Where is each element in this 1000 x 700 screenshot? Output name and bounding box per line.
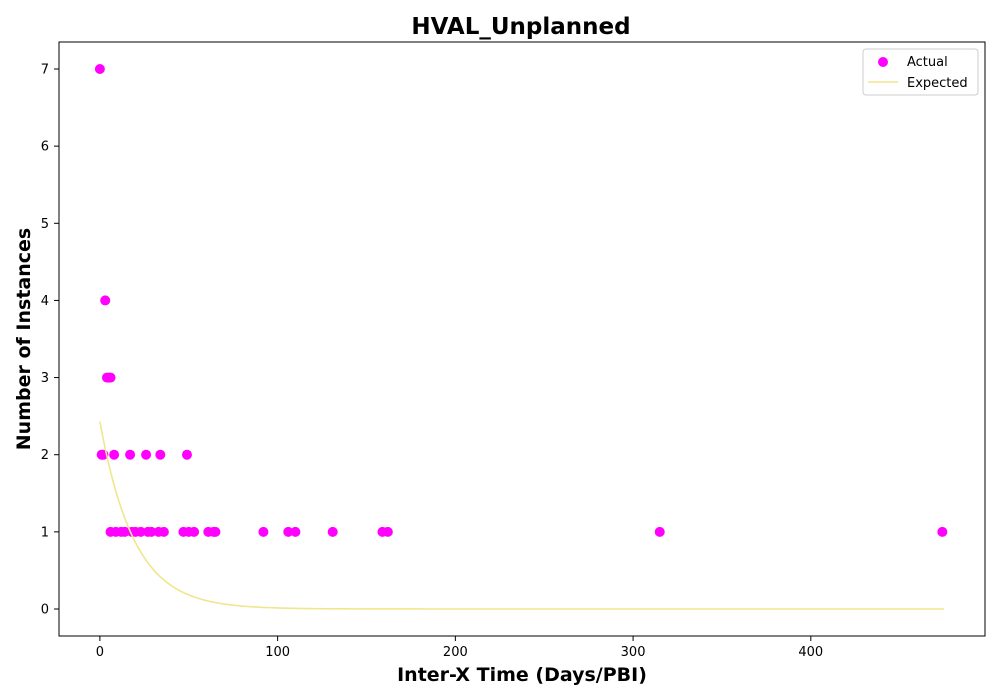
- actual-point: [119, 526, 130, 537]
- actual-point: [94, 64, 105, 74]
- actual-point: [158, 526, 169, 537]
- actual-point: [146, 526, 157, 537]
- actual-point: [290, 526, 301, 537]
- actual-point: [382, 526, 393, 537]
- x-tick-label: 100: [265, 645, 290, 660]
- y-tick-label: 6: [41, 140, 49, 155]
- y-tick-label: 7: [41, 63, 49, 78]
- chart-title: HVAL_Unplanned: [411, 14, 630, 40]
- actual-point: [283, 526, 294, 537]
- actual-point: [654, 526, 665, 537]
- expected-line: [99, 421, 945, 610]
- legend-actual-label: Actual: [907, 55, 948, 70]
- legend-box: [862, 48, 979, 96]
- actual-point: [141, 449, 152, 460]
- y-tick-label: 4: [41, 294, 49, 309]
- actual-point: [155, 449, 166, 460]
- actual-point: [258, 526, 269, 537]
- actual-point: [327, 526, 338, 537]
- actual-point: [210, 526, 221, 537]
- actual-point: [135, 526, 146, 537]
- x-tick-label: 200: [443, 645, 468, 660]
- y-tick-label: 0: [41, 603, 49, 618]
- y-tick-label: 1: [41, 525, 49, 540]
- x-tick-label: 300: [621, 645, 646, 660]
- y-tick-label: 3: [41, 371, 49, 386]
- actual-point: [109, 449, 120, 460]
- y-axis-label: Number of Instances: [13, 228, 35, 450]
- plot-area: [94, 64, 948, 610]
- x-tick-label: 0: [96, 645, 104, 660]
- legend-actual-marker: [878, 57, 888, 67]
- y-tick-label: 5: [41, 217, 49, 232]
- x-tick-label: 400: [798, 645, 823, 660]
- actual-point: [181, 449, 192, 460]
- actual-point: [100, 295, 111, 306]
- actual-point: [937, 526, 948, 537]
- actual-point: [189, 526, 200, 537]
- actual-point: [125, 449, 136, 460]
- y-tick-label: 2: [41, 448, 49, 463]
- actual-point: [105, 372, 116, 383]
- legend-expected-label: Expected: [907, 76, 968, 91]
- axes: 0 100 200 300 400 0 1 2 3 4 5 6 7: [41, 41, 986, 660]
- x-axis-label: Inter-X Time (Days/PBI): [397, 664, 647, 686]
- plot-frame: [58, 41, 986, 637]
- legend: Actual Expected: [862, 48, 979, 96]
